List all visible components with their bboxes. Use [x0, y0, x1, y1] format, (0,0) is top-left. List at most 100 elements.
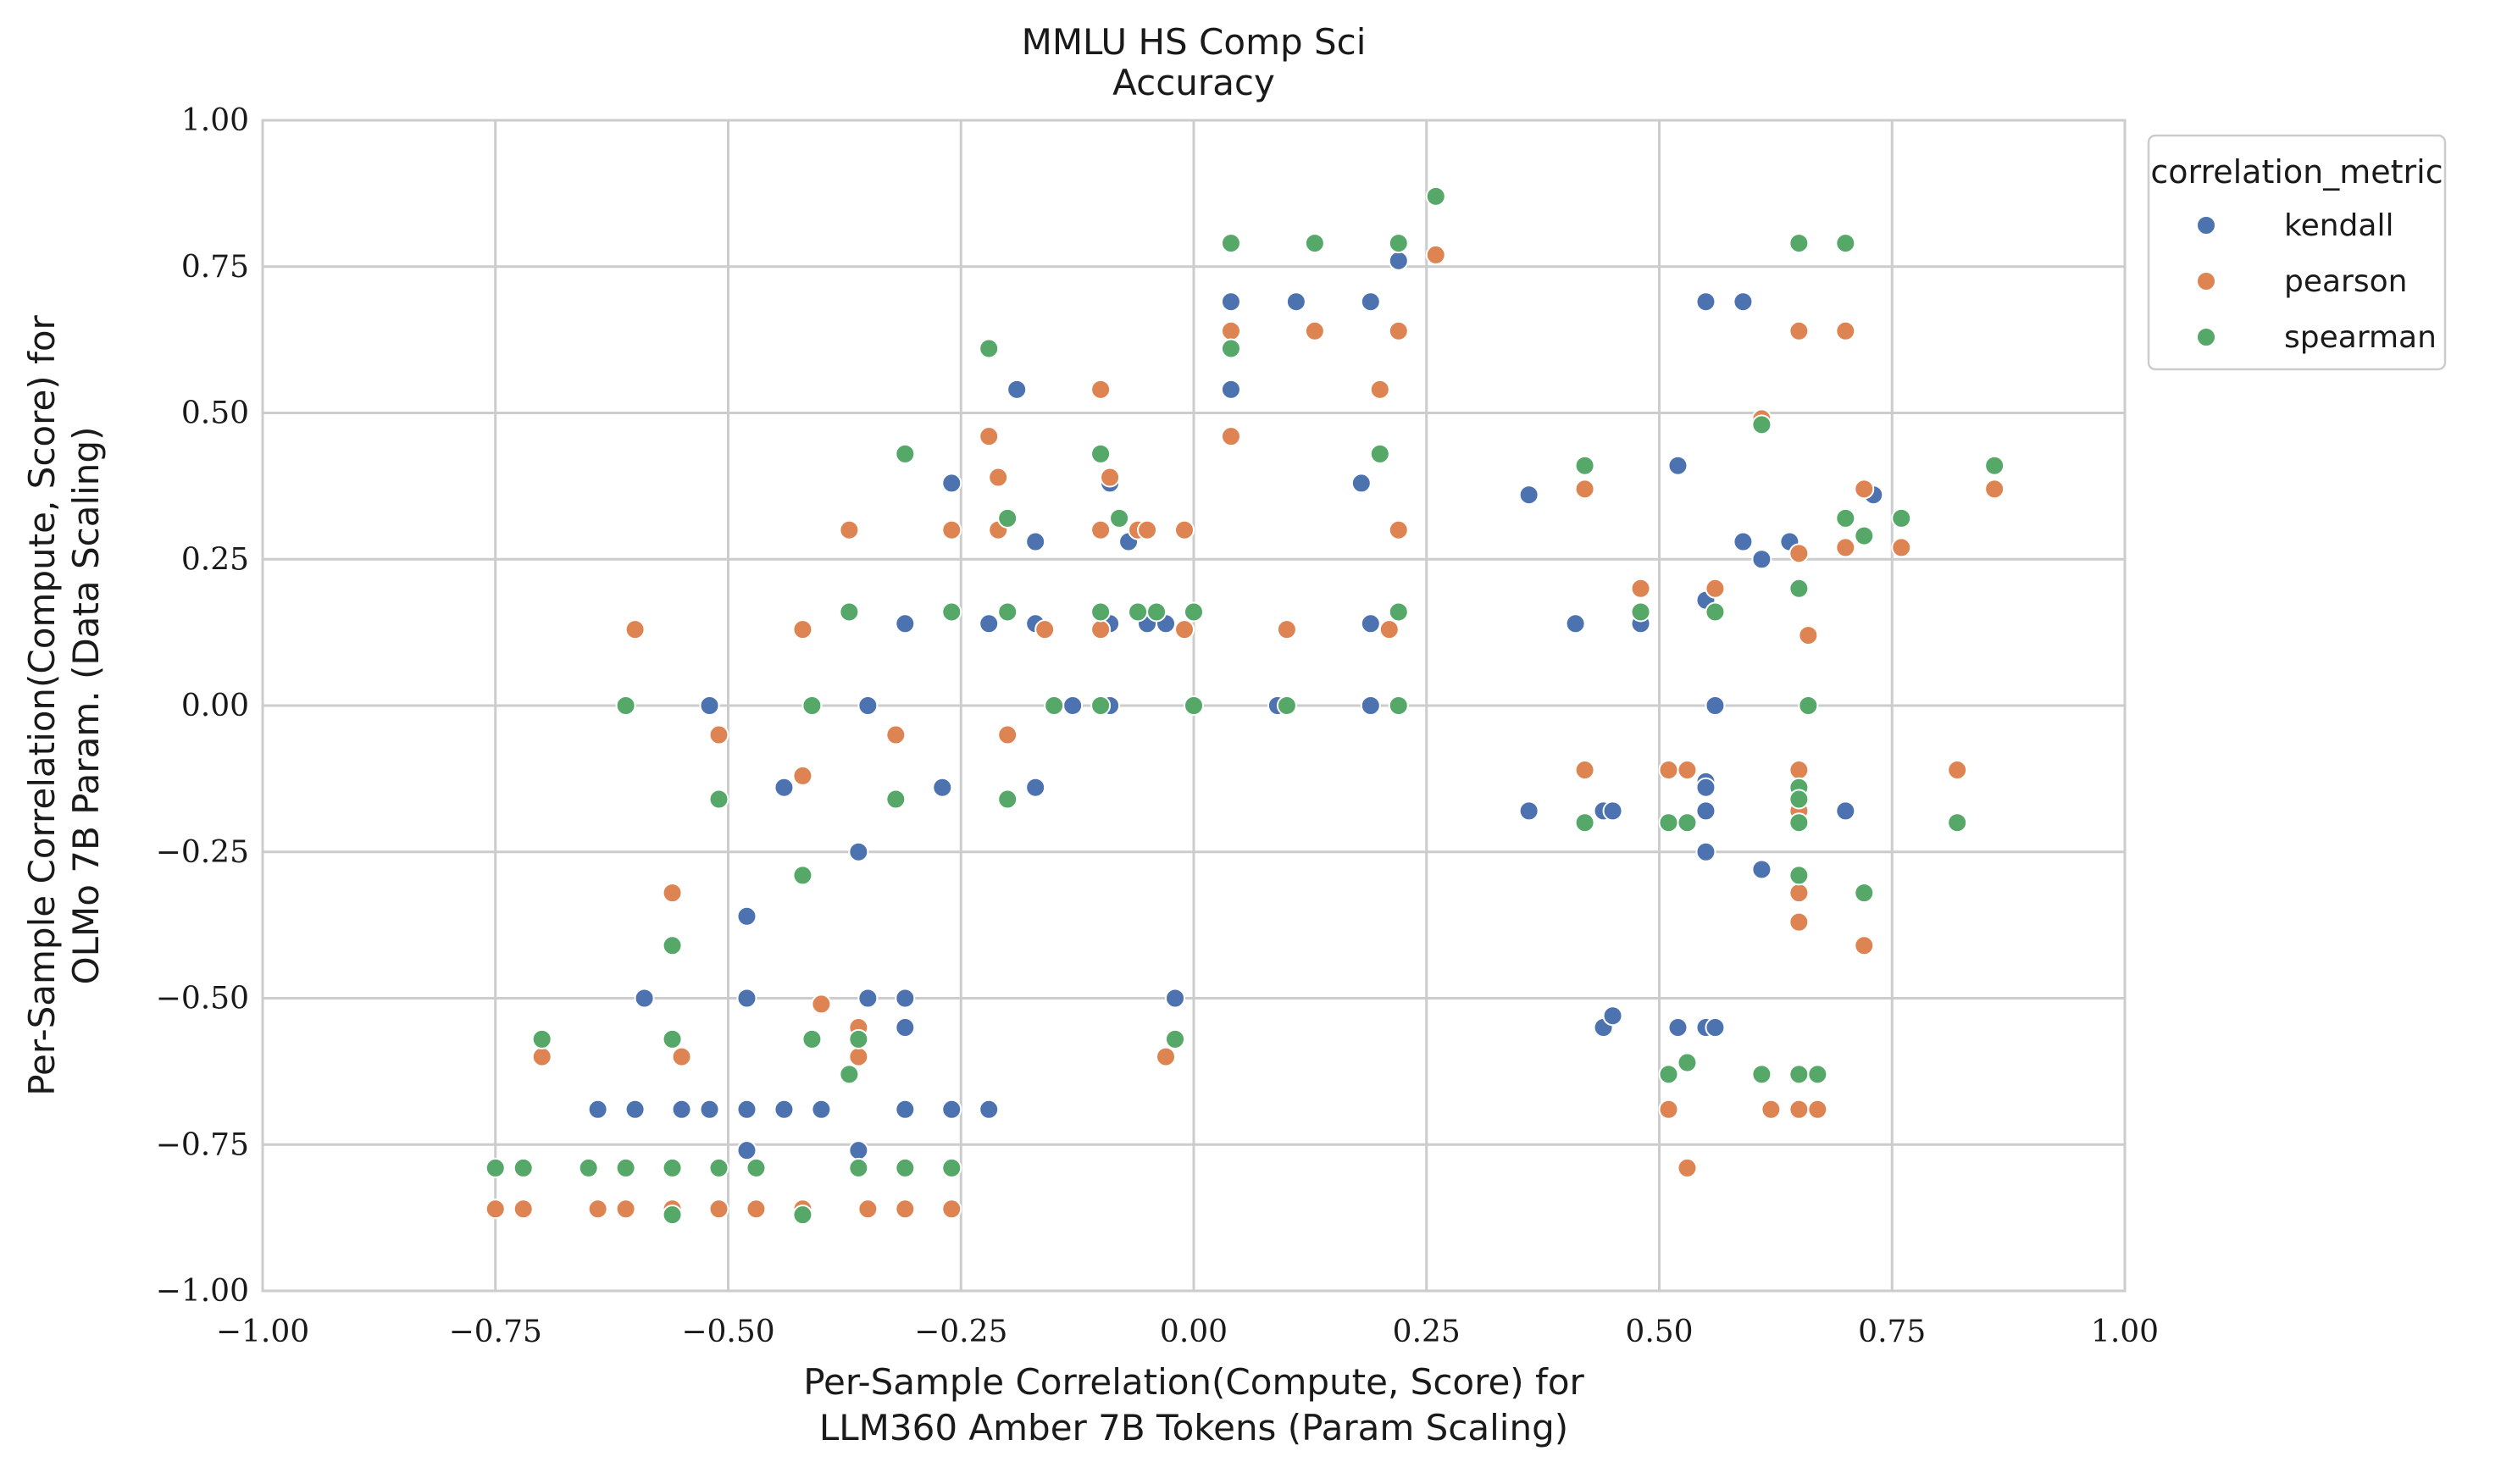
chart-title: MMLU HS Comp Sci — [1022, 21, 1367, 63]
data-point-pearson — [1788, 883, 1810, 904]
data-point-kendall — [1285, 291, 1306, 313]
data-point-pearson — [1854, 479, 1875, 500]
data-point-spearman — [1090, 601, 1112, 623]
data-point-spearman — [1304, 233, 1325, 254]
series-pearson — [485, 244, 2005, 1220]
data-point-pearson — [1369, 379, 1390, 400]
data-point-pearson — [1630, 578, 1651, 599]
y-axis-label-line1: Per-Sample Correlation(Compute, Score) f… — [21, 314, 63, 1095]
data-point-spearman — [839, 1064, 860, 1085]
data-point-spearman — [531, 1028, 552, 1049]
data-point-kendall — [1695, 777, 1716, 798]
data-point-spearman — [1788, 789, 1810, 810]
x-tick-label: 0.25 — [1393, 1315, 1461, 1349]
data-point-pearson — [587, 1199, 608, 1220]
data-point-spearman — [1220, 338, 1241, 359]
data-point-pearson — [746, 1199, 767, 1220]
data-point-pearson — [1156, 1046, 1177, 1067]
data-point-kendall — [811, 1099, 832, 1120]
y-axis-label-line2: OLMo 7B Param. (Data Scaling) — [65, 427, 107, 985]
data-point-spearman — [708, 1157, 729, 1178]
y-axis-label: Per-Sample Correlation(Compute, Score) f… — [21, 314, 107, 1095]
data-point-kendall — [1733, 291, 1754, 313]
data-point-kendall — [941, 1099, 962, 1120]
data-point-pearson — [1658, 760, 1679, 781]
chart-subtitle: Accuracy — [1112, 62, 1275, 103]
legend-title: correlation_metric — [2150, 153, 2443, 191]
data-point-spearman — [1165, 1028, 1186, 1049]
data-point-spearman — [1090, 695, 1112, 716]
data-point-pearson — [895, 1199, 916, 1220]
data-point-pearson — [1984, 479, 2005, 500]
data-point-spearman — [997, 601, 1018, 623]
data-point-kendall — [848, 841, 869, 862]
data-point-spearman — [1109, 507, 1130, 529]
legend-box — [2147, 134, 2447, 371]
data-point-kendall — [895, 613, 916, 634]
data-point-spearman — [1984, 455, 2005, 476]
x-tick-label: 1.00 — [2091, 1315, 2159, 1349]
data-point-pearson — [1137, 519, 1158, 540]
data-point-kendall — [1695, 841, 1716, 862]
series-spearman — [485, 186, 2005, 1226]
data-point-pearson — [988, 467, 1009, 488]
data-point-pearson — [531, 1046, 552, 1067]
data-point-pearson — [1174, 519, 1195, 540]
x-tick-label: −0.25 — [914, 1315, 1007, 1349]
plot-area-frame — [261, 119, 2127, 1293]
data-point-spearman — [1798, 695, 1819, 716]
data-point-spearman — [839, 601, 860, 623]
data-point-spearman — [615, 1157, 636, 1178]
data-point-pearson — [1677, 760, 1698, 781]
data-point-pearson — [1174, 619, 1195, 640]
data-point-spearman — [1574, 812, 1595, 833]
data-point-pearson — [997, 724, 1018, 745]
data-point-pearson — [1090, 619, 1112, 640]
data-point-spearman — [885, 789, 907, 810]
data-point-kendall — [932, 777, 953, 798]
data-point-pearson — [1854, 935, 1875, 956]
x-axis-label-line1: Per-Sample Correlation(Compute, Score) f… — [803, 1361, 1584, 1403]
data-point-spearman — [941, 1157, 962, 1178]
data-point-pearson — [1761, 1099, 1782, 1120]
data-point-kendall — [736, 1140, 757, 1161]
data-point-pearson — [1574, 479, 1595, 500]
data-point-kendall — [1733, 531, 1754, 552]
data-point-pearson — [1388, 320, 1409, 341]
data-point-spearman — [1388, 601, 1409, 623]
y-tick-label: −0.75 — [156, 1127, 249, 1162]
data-point-pearson — [1788, 543, 1810, 564]
data-point-pearson — [1947, 760, 1968, 781]
data-point-spearman — [708, 789, 729, 810]
data-point-pearson — [1425, 244, 1446, 265]
data-point-spearman — [801, 695, 823, 716]
data-point-pearson — [941, 1199, 962, 1220]
data-point-spearman — [615, 695, 636, 716]
y-tick-label: −0.25 — [156, 835, 249, 870]
data-point-kendall — [1062, 695, 1084, 716]
data-point-pearson — [1788, 320, 1810, 341]
data-point-pearson — [1677, 1157, 1698, 1178]
data-point-pearson — [1788, 911, 1810, 933]
data-point-spearman — [485, 1157, 506, 1178]
data-point-spearman — [1835, 507, 1856, 529]
data-point-kendall — [1602, 800, 1623, 822]
data-point-spearman — [1677, 1052, 1698, 1073]
data-point-kendall — [1220, 379, 1241, 400]
y-tick-label: 0.25 — [181, 542, 249, 577]
data-point-pearson — [792, 619, 813, 640]
data-point-spearman — [1835, 233, 1856, 254]
legend-marker-spearman — [2196, 327, 2216, 347]
data-point-spearman — [1788, 233, 1810, 254]
data-point-kendall — [624, 1099, 646, 1120]
data-point-pearson — [1658, 1099, 1679, 1120]
data-point-pearson — [979, 426, 1000, 447]
data-point-kendall — [941, 473, 962, 494]
data-point-kendall — [857, 695, 879, 716]
data-point-kendall — [587, 1099, 608, 1120]
data-point-pearson — [1220, 320, 1241, 341]
legend-label-pearson: pearson — [2284, 264, 2407, 299]
data-point-pearson — [708, 724, 729, 745]
data-point-spearman — [801, 1028, 823, 1049]
